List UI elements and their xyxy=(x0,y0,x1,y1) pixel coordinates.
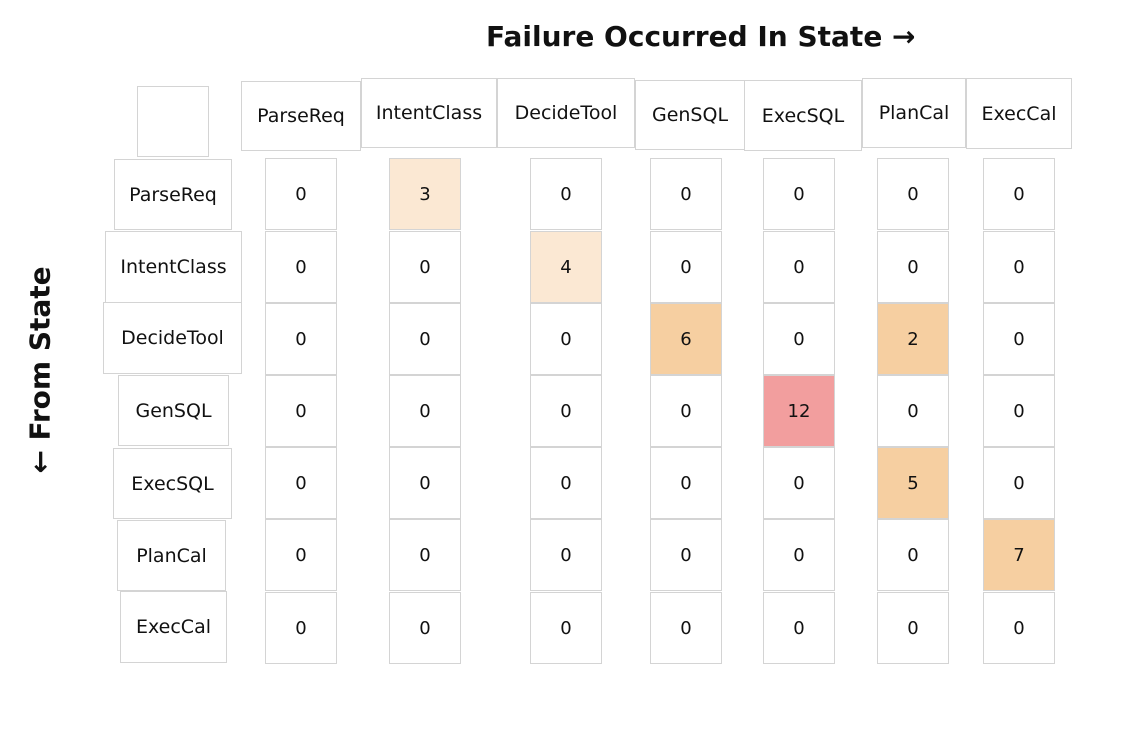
heatmap-cell-parsereq-parsereq: 0 xyxy=(265,158,337,230)
heatmap-cell-execcal-execcal: 0 xyxy=(983,592,1055,664)
heatmap-cell-plancal-parsereq: 0 xyxy=(265,519,337,591)
heatmap-cell-gensql-execsql: 12 xyxy=(763,375,835,447)
heatmap-cell-intentclass-execcal: 0 xyxy=(983,231,1055,303)
row-header-parsereq: ParseReq xyxy=(114,159,232,230)
heatmap-cell-intentclass-plancal: 0 xyxy=(877,231,949,303)
row-header-execsql: ExecSQL xyxy=(113,448,232,519)
heatmap-cell-gensql-parsereq: 0 xyxy=(265,375,337,447)
heatmap-cell-decidetool-parsereq: 0 xyxy=(265,303,337,375)
heatmap-cell-parsereq-execcal: 0 xyxy=(983,158,1055,230)
heatmap-cell-decidetool-plancal: 2 xyxy=(877,303,949,375)
heatmap-cell-decidetool-gensql: 6 xyxy=(650,303,722,375)
heatmap-cell-plancal-plancal: 0 xyxy=(877,519,949,591)
heatmap-cell-gensql-execcal: 0 xyxy=(983,375,1055,447)
heatmap-cell-intentclass-parsereq: 0 xyxy=(265,231,337,303)
heatmap-cell-plancal-execsql: 0 xyxy=(763,519,835,591)
row-header-intentclass: IntentClass xyxy=(105,231,242,303)
heatmap-cell-parsereq-execsql: 0 xyxy=(763,158,835,230)
heatmap-cell-decidetool-decidetool: 0 xyxy=(530,303,602,375)
heatmap-cell-intentclass-execsql: 0 xyxy=(763,231,835,303)
row-header-plancal: PlanCal xyxy=(117,520,226,591)
column-header-plancal: PlanCal xyxy=(862,78,966,148)
heatmap-cell-execcal-parsereq: 0 xyxy=(265,592,337,664)
heatmap-cell-decidetool-execsql: 0 xyxy=(763,303,835,375)
heatmap-cell-intentclass-intentclass: 0 xyxy=(389,231,461,303)
heatmap-cell-decidetool-execcal: 0 xyxy=(983,303,1055,375)
heatmap-cell-plancal-execcal: 7 xyxy=(983,519,1055,591)
heatmap-cell-execsql-decidetool: 0 xyxy=(530,447,602,519)
heatmap-cell-execsql-execcal: 0 xyxy=(983,447,1055,519)
heatmap-cell-parsereq-decidetool: 0 xyxy=(530,158,602,230)
heatmap-cell-parsereq-plancal: 0 xyxy=(877,158,949,230)
column-header-gensql: GenSQL xyxy=(635,80,745,150)
x-axis-title: Failure Occurred In State → xyxy=(486,20,916,53)
column-header-execsql: ExecSQL xyxy=(744,80,862,151)
row-header-execcal: ExecCal xyxy=(120,591,227,663)
column-header-intentclass: IntentClass xyxy=(361,78,497,148)
row-header-decidetool: DecideTool xyxy=(103,302,242,374)
column-header-parsereq: ParseReq xyxy=(241,81,361,151)
heatmap-cell-parsereq-gensql: 0 xyxy=(650,158,722,230)
heatmap-cell-execsql-plancal: 5 xyxy=(877,447,949,519)
heatmap-cell-plancal-gensql: 0 xyxy=(650,519,722,591)
heatmap-cell-plancal-intentclass: 0 xyxy=(389,519,461,591)
y-axis-title: ← From State xyxy=(23,266,57,474)
heatmap-cell-gensql-gensql: 0 xyxy=(650,375,722,447)
heatmap-cell-gensql-decidetool: 0 xyxy=(530,375,602,447)
heatmap-cell-execcal-gensql: 0 xyxy=(650,592,722,664)
heatmap-cell-intentclass-gensql: 0 xyxy=(650,231,722,303)
heatmap-cell-execsql-parsereq: 0 xyxy=(265,447,337,519)
row-header-gensql: GenSQL xyxy=(118,375,229,446)
heatmap-cell-gensql-plancal: 0 xyxy=(877,375,949,447)
heatmap-cell-plancal-decidetool: 0 xyxy=(530,519,602,591)
heatmap-cell-execsql-intentclass: 0 xyxy=(389,447,461,519)
column-header-execcal: ExecCal xyxy=(966,78,1072,149)
corner-cell xyxy=(137,86,209,157)
heatmap-cell-execsql-execsql: 0 xyxy=(763,447,835,519)
heatmap-cell-execcal-decidetool: 0 xyxy=(530,592,602,664)
heatmap-cell-parsereq-intentclass: 3 xyxy=(389,158,461,230)
heatmap-cell-execcal-plancal: 0 xyxy=(877,592,949,664)
heatmap-cell-intentclass-decidetool: 4 xyxy=(530,231,602,303)
column-header-decidetool: DecideTool xyxy=(497,78,635,148)
heatmap-cell-execsql-gensql: 0 xyxy=(650,447,722,519)
heatmap-cell-gensql-intentclass: 0 xyxy=(389,375,461,447)
heatmap-cell-decidetool-intentclass: 0 xyxy=(389,303,461,375)
heatmap-cell-execcal-intentclass: 0 xyxy=(389,592,461,664)
heatmap-cell-execcal-execsql: 0 xyxy=(763,592,835,664)
